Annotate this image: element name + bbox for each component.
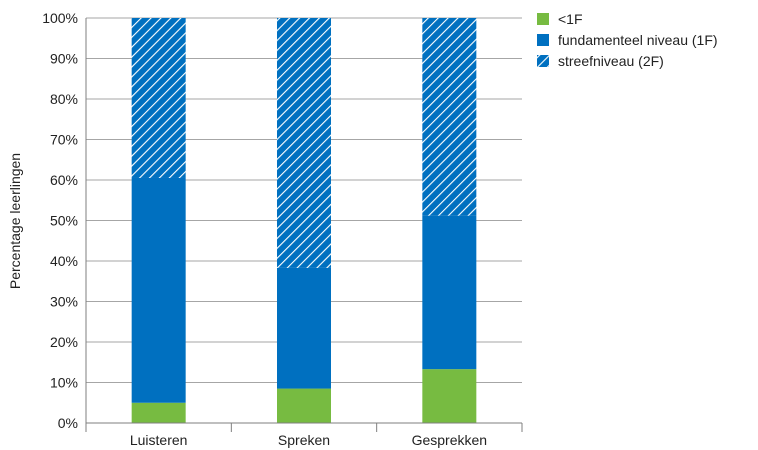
legend-swatch — [537, 34, 549, 46]
bar-luisteren-series-2 — [131, 18, 186, 178]
axes — [85, 18, 523, 432]
legend-swatch — [537, 55, 549, 67]
y-tick-label: 20% — [50, 334, 78, 350]
legend-label: <1F — [558, 11, 583, 27]
y-tick-label: 70% — [50, 132, 78, 148]
y-tick-label: 90% — [50, 51, 78, 67]
y-tick-label: 100% — [42, 10, 78, 26]
bar-gesprekken-series-0 — [422, 369, 477, 423]
bar-spreken-series-0 — [277, 388, 331, 423]
x-tick-label: Gesprekken — [412, 432, 487, 448]
x-tick-labels: Luisteren Spreken Gesprekken — [130, 432, 487, 448]
bar-luisteren-series-1 — [131, 177, 186, 403]
bar-spreken-series-2 — [277, 18, 331, 268]
bar-luisteren-series-0 — [131, 402, 186, 423]
y-tick-labels: 0% 10% 20% 30% 40% 50% 60% 70% 80% 90% 100% — [42, 10, 78, 431]
bars — [131, 18, 477, 423]
y-tick-label: 80% — [50, 91, 78, 107]
y-tick-label: 50% — [50, 213, 78, 229]
legend-swatch — [537, 13, 549, 25]
legend-label: fundamenteel niveau (1F) — [558, 32, 718, 48]
bar-gesprekken-series-2 — [422, 18, 477, 216]
y-tick-label: 0% — [58, 415, 78, 431]
y-tick-label: 40% — [50, 253, 78, 269]
legend: <1F fundamenteel niveau (1F) streefniveau … — [537, 11, 718, 69]
y-axis-title: Percentage leerlingen — [7, 153, 23, 289]
y-tick-label: 10% — [50, 375, 78, 391]
bar-gesprekken-series-1 — [422, 215, 477, 370]
y-tick-label: 30% — [50, 294, 78, 310]
legend-label: streefniveau (2F) — [558, 53, 664, 69]
bar-spreken-series-1 — [277, 267, 331, 389]
x-tick-label: Luisteren — [130, 432, 188, 448]
x-tick-label: Spreken — [278, 432, 330, 448]
y-tick-label: 60% — [50, 172, 78, 188]
